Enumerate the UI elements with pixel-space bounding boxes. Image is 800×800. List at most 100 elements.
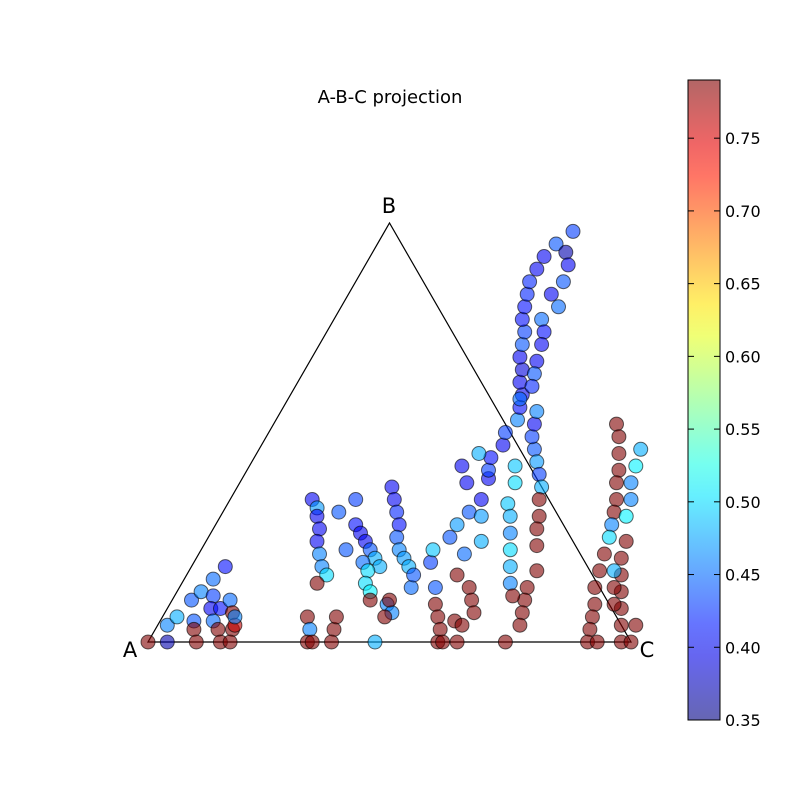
data-point [423,554,439,570]
data-point [217,559,233,575]
data-point [159,634,175,650]
data-point [461,580,477,595]
data-point [534,479,550,495]
data-point [432,621,448,637]
data-point [606,580,622,595]
data-point [210,621,226,637]
data-point [551,299,566,315]
data-point [384,479,400,495]
data-point [609,416,624,432]
data-point [628,617,644,633]
vertex-label-a: A [123,638,138,662]
data-point [348,492,364,507]
data-point [403,580,419,595]
data-point [611,429,627,445]
data-point [512,617,528,633]
data-point [534,311,550,327]
data-point [560,257,576,273]
data-point [555,274,571,290]
data-point [222,592,238,608]
data-point [430,609,446,625]
data-point [529,521,545,537]
data-point [526,416,542,432]
data-point [502,575,518,591]
data-point [328,609,344,625]
data-point [623,634,639,650]
colorbar-ticks: 0.35 0.40 0.45 0.50 0.55 0.60 0.65 0.70 0.75 [688,129,761,730]
vertex-labels: A B C [123,194,655,662]
data-point [304,634,320,650]
data-point [587,580,603,595]
data-point [406,567,422,583]
colorbar-gradient [687,79,721,721]
data-point [367,634,383,650]
data-point [609,492,624,507]
data-point [435,634,451,650]
data-point [611,446,627,461]
data-point [473,533,489,549]
data-point [519,580,535,595]
data-point [222,634,238,650]
data-point [529,404,545,419]
data-point [425,542,441,558]
data-point [449,567,465,583]
vertex-label-b: B [382,194,396,218]
data-point [510,412,525,428]
colorbar-tick-label: 0.55 [725,420,761,439]
colorbar: 0.35 0.40 0.45 0.50 0.55 0.60 0.65 0.70 0.75 [687,79,761,730]
data-point [592,563,608,579]
data-point [449,517,465,533]
data-points [140,223,649,650]
data-point [529,563,545,579]
data-point [529,454,545,470]
data-point [536,249,552,264]
vertex-label-c: C [640,638,655,662]
data-point [531,492,547,507]
data-point [514,311,530,327]
data-point [331,504,347,520]
data-point [601,529,617,545]
data-point [529,538,545,554]
data-point [526,366,542,382]
data-point [466,605,482,621]
data-point [427,580,443,595]
data-point [529,353,545,369]
data-point [389,529,405,545]
data-point [507,458,523,474]
colorbar-tick-label: 0.35 [725,711,761,730]
data-point [502,542,518,558]
chart-title: A-B-C projection [318,87,463,108]
colorbar-tick-label: 0.45 [725,566,761,585]
data-point [536,324,552,340]
data-point [464,592,480,608]
data-point [481,462,496,478]
colorbar-tick-label: 0.40 [725,638,761,657]
data-point [548,236,564,252]
data-point [500,496,516,512]
data-point [205,588,221,604]
data-point [391,517,407,533]
data-point [587,596,603,612]
data-point [613,617,629,633]
data-point [507,475,523,491]
data-point [497,634,513,650]
data-point [584,609,600,625]
data-point [449,634,465,650]
data-point [502,508,518,524]
data-point [454,458,470,474]
data-point [459,475,475,491]
data-point [502,559,518,575]
data-point [628,458,644,474]
data-point [386,492,402,507]
data-point [377,609,393,625]
data-point [338,542,354,558]
data-point [589,634,605,650]
data-point [514,605,530,621]
data-point [517,324,533,340]
data-point [502,525,518,541]
data-point [454,617,470,633]
colorbar-tick-label: 0.65 [725,275,761,294]
data-point [582,621,598,637]
data-point [534,337,550,352]
